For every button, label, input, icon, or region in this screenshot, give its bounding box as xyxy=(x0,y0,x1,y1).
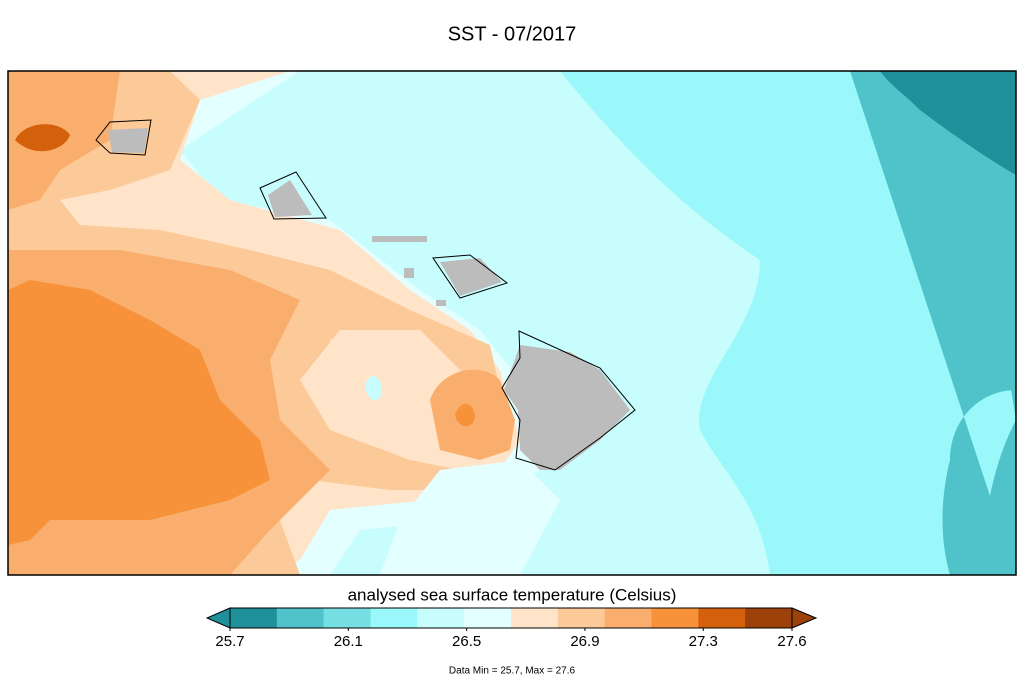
coastline xyxy=(95,119,636,471)
colorbar-swatch xyxy=(230,608,278,628)
region xyxy=(455,403,475,427)
map-frame xyxy=(7,70,1017,576)
region xyxy=(330,330,430,394)
colorbar-over xyxy=(791,607,818,629)
region xyxy=(365,376,382,401)
colorbar-swatch xyxy=(604,608,652,628)
region xyxy=(960,71,1016,575)
region xyxy=(850,71,1016,575)
colorbar-swatch xyxy=(745,608,793,628)
colorbar-tick-label: 26.5 xyxy=(452,633,481,650)
colorbar-tick-label: 26.1 xyxy=(334,633,363,650)
colorbar-tick-label: 27.6 xyxy=(777,633,806,650)
colorbar: 25.7 26.1 26.5 26.9 27.3 27.6 xyxy=(205,607,818,650)
colorbar-frame xyxy=(229,607,793,629)
colorbar-swatch xyxy=(464,608,512,628)
sst-field xyxy=(8,71,1016,575)
title: SST - 07/2017 xyxy=(448,23,577,45)
colorbar-swatch xyxy=(511,608,559,628)
colorbar-swatch xyxy=(651,608,699,628)
region xyxy=(15,124,70,152)
colorbar-tick-label: 25.7 xyxy=(215,633,244,650)
data-range: Data Min = 25.7, Max = 27.6 xyxy=(449,666,576,677)
colorbar-under xyxy=(205,607,231,629)
colorbar-swatch xyxy=(323,608,371,628)
colorbar-swatch xyxy=(417,608,465,628)
region xyxy=(380,460,560,575)
colorbar-swatch xyxy=(370,608,418,628)
colorbar-swatch xyxy=(557,608,606,628)
colorbar-label: analysed sea surface temperature (Celsiu… xyxy=(348,585,677,604)
colorbar-tick-label: 26.9 xyxy=(570,633,599,650)
colorbar-swatch xyxy=(276,608,325,628)
colorbar-swatch xyxy=(698,608,746,628)
region xyxy=(880,71,1016,175)
colorbar-tick-label: 27.3 xyxy=(689,633,718,650)
region xyxy=(8,280,270,545)
